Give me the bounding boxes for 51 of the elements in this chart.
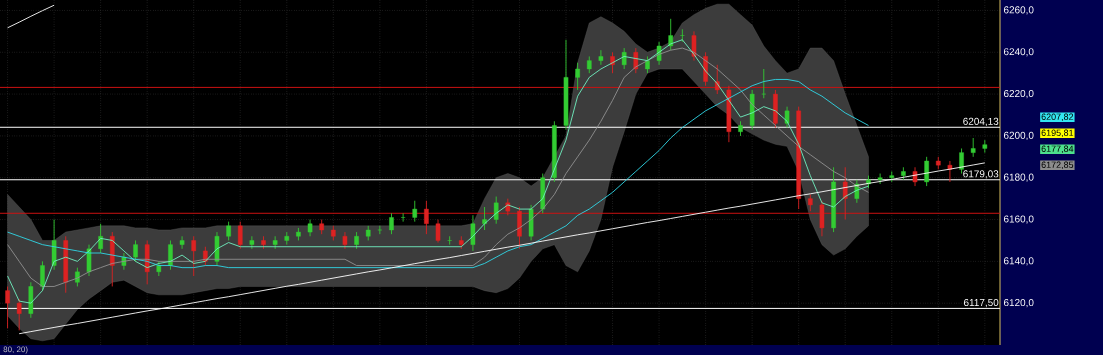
candlestick	[40, 260, 45, 292]
text: 6172,85	[1041, 161, 1074, 169]
candlestick	[575, 62, 580, 91]
text: 6207,82	[1041, 113, 1074, 121]
candlestick	[377, 225, 383, 235]
candlestick	[924, 156, 929, 187]
candlestick	[470, 214, 476, 252]
candlestick	[482, 206, 487, 231]
line-series	[7, 4, 55, 29]
y-tick-label: 6200,0	[1003, 131, 1034, 141]
y-tick-label: 6160,0	[1003, 215, 1034, 224]
candlestick	[249, 235, 255, 250]
candlestick	[424, 200, 429, 235]
candlestick	[5, 286, 10, 329]
candlestick	[970, 137, 976, 158]
candlestick	[400, 212, 406, 223]
y-tick-label: 6180,0	[1003, 173, 1034, 182]
candlestick	[947, 160, 953, 183]
candlestick	[272, 235, 278, 250]
candlestick	[179, 235, 185, 250]
candlestick	[493, 196, 499, 225]
candlestick	[98, 223, 103, 254]
candlestick	[447, 235, 452, 246]
ref-line-label: 6179,03	[963, 170, 999, 179]
candlestick	[819, 200, 825, 237]
y-tick-label: 6220,0	[1003, 89, 1034, 99]
candlestick	[598, 49, 604, 66]
candlestick	[668, 18, 673, 51]
candlestick	[610, 51, 615, 74]
y-tick-label: 6240,0	[1003, 48, 1034, 57]
candlestick	[412, 200, 418, 223]
candlestick	[389, 212, 394, 235]
y-tick-label: 6120,0	[1003, 299, 1034, 308]
candlestick	[761, 68, 767, 99]
candlestick	[16, 298, 22, 331]
ref-line-label: 6117,50	[963, 298, 999, 308]
candlestick	[342, 231, 348, 250]
text: 6177,84	[1041, 145, 1074, 153]
text: 6195,81	[1041, 129, 1074, 137]
candlestick	[191, 235, 196, 277]
y-tick-label: 6140,0	[1003, 257, 1034, 266]
candlestick	[621, 47, 627, 70]
candlestick	[168, 240, 173, 271]
candlestick	[877, 173, 883, 185]
candlestick	[237, 221, 243, 250]
ref-line-label: 6204,13	[963, 117, 999, 127]
candlestick	[435, 219, 441, 243]
y-tick-label: 6260,0	[1003, 6, 1034, 15]
candlestick	[680, 28, 685, 43]
candlestick	[959, 148, 964, 174]
candlestick	[226, 221, 231, 241]
